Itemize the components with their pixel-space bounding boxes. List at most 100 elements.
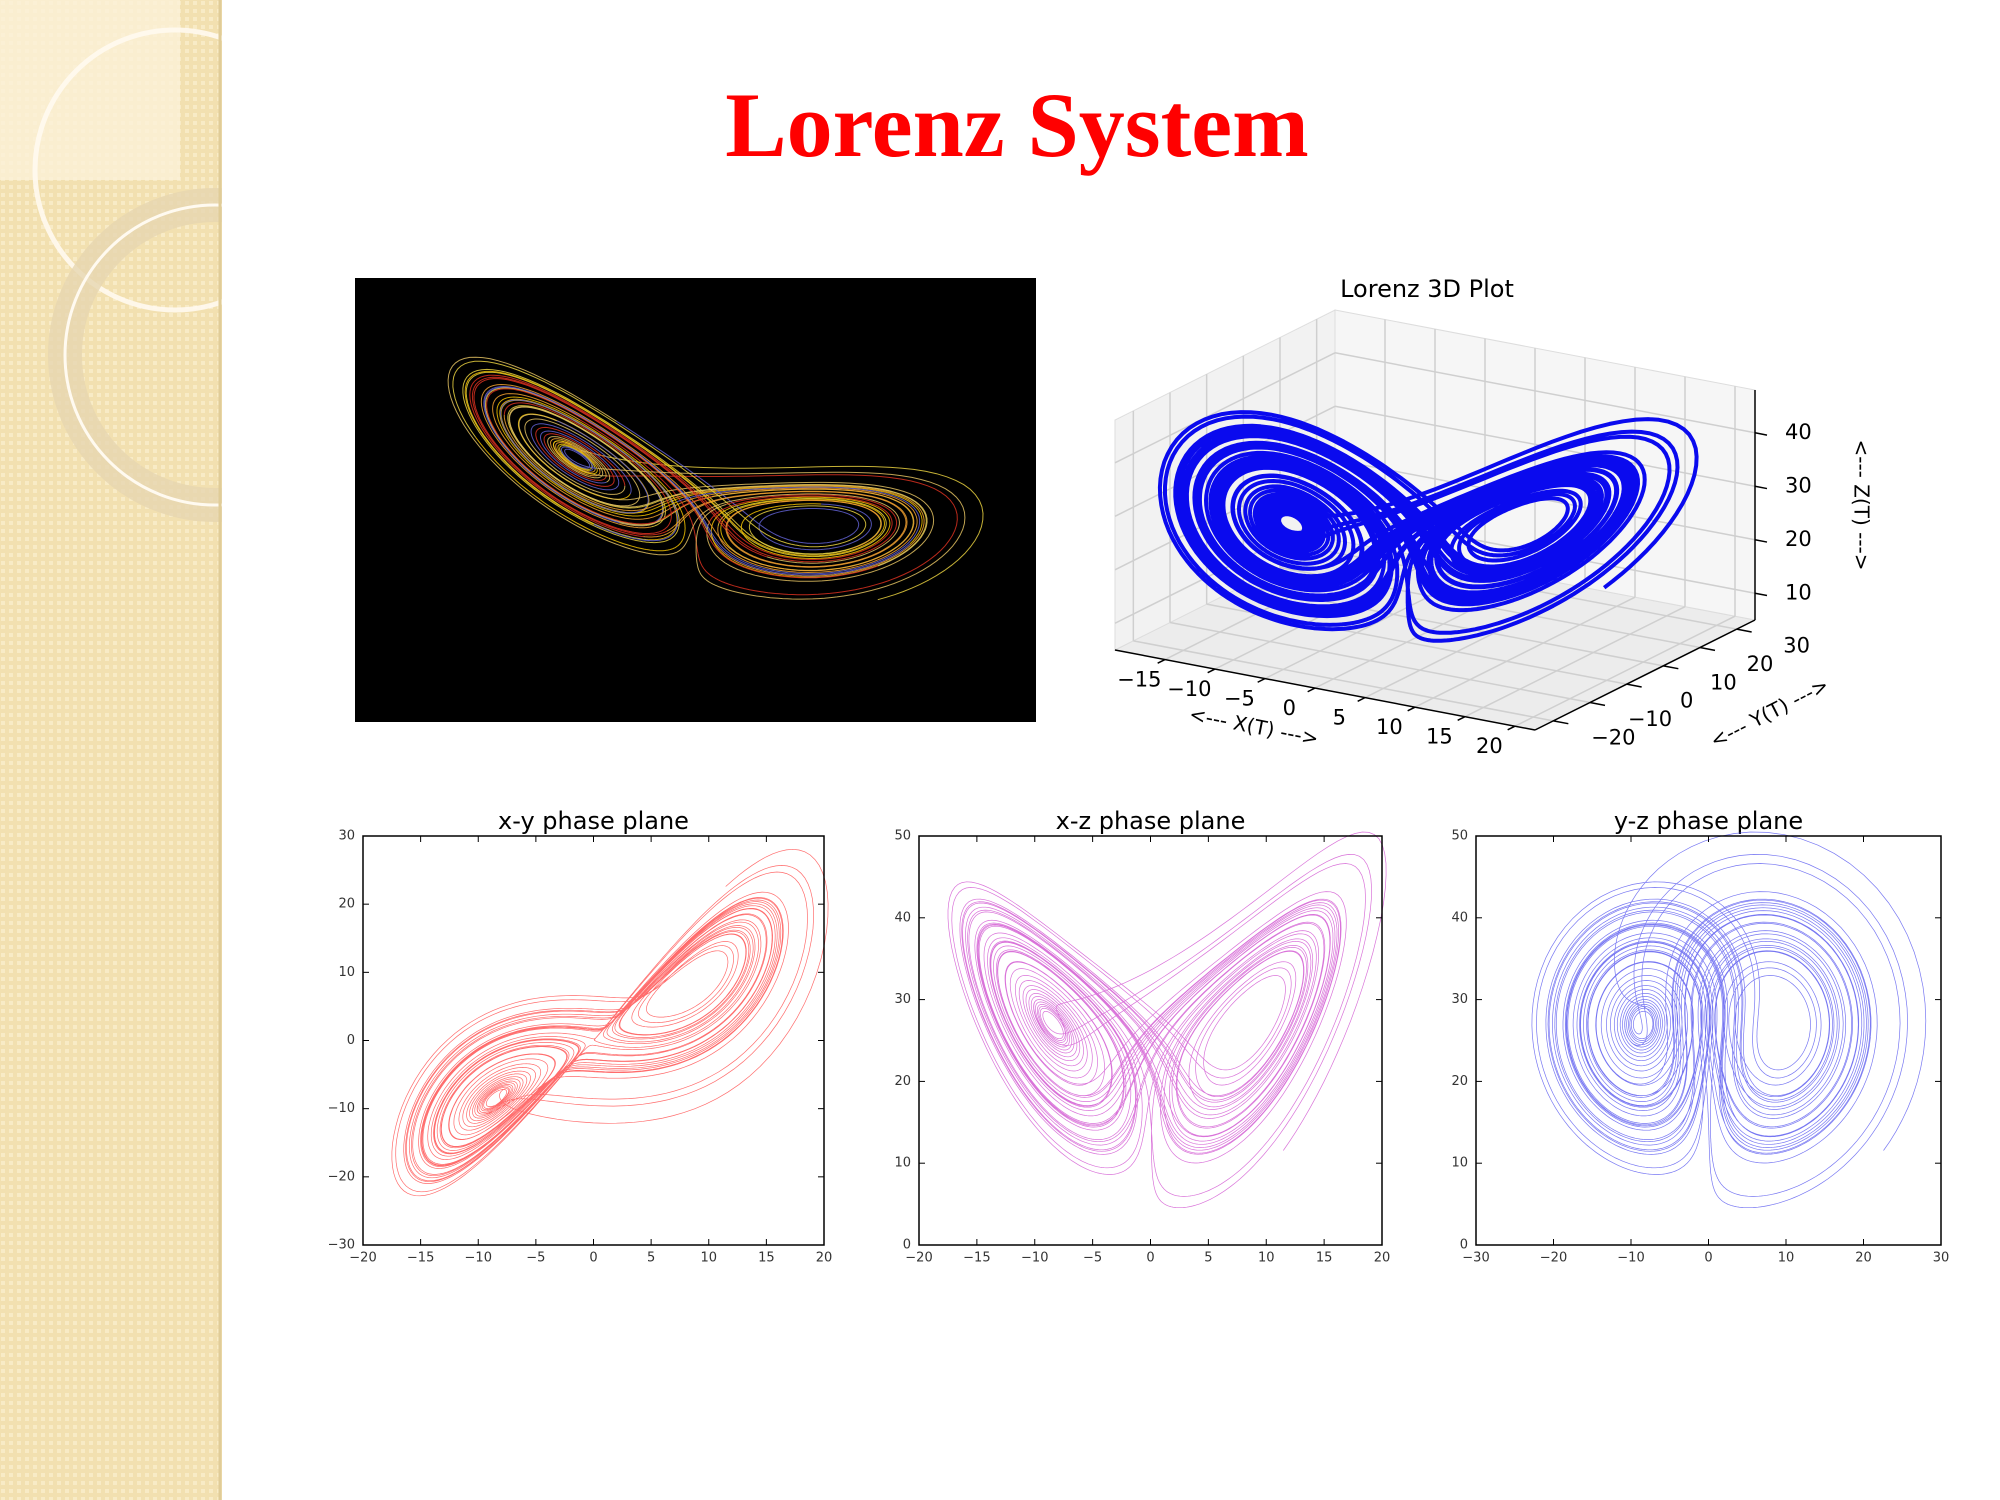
y-tick-label: 10 <box>894 1156 911 1171</box>
grid-line <box>1133 640 1554 722</box>
x-tick-label: 20 <box>1855 1251 1872 1266</box>
x-tick-label: 20 <box>1476 734 1503 758</box>
grid-line <box>1464 605 1686 718</box>
plot-title: Lorenz 3D Plot <box>1340 275 1514 303</box>
tick-mark <box>1457 715 1466 722</box>
phase-trajectory <box>1531 831 1927 1209</box>
x-tick-label: −20 <box>349 1251 376 1266</box>
attractor-curve <box>666 490 908 568</box>
x-tick-label: 5 <box>647 1251 655 1266</box>
tick-mark <box>1357 696 1366 702</box>
x-tick-label: −20 <box>1540 1251 1567 1266</box>
tick-mark <box>1157 658 1166 664</box>
y-tick-label: 0 <box>903 1238 911 1253</box>
attractor-curve <box>471 376 898 563</box>
phase-trajectory <box>391 848 829 1197</box>
x-tick-label: 10 <box>1376 715 1403 739</box>
attractor-curve <box>486 388 879 579</box>
x-tick-label: −15 <box>963 1251 990 1266</box>
plot-title: y-z phase plane <box>1614 807 1803 835</box>
tick-mark <box>1257 677 1266 683</box>
tick-mark <box>1699 646 1716 652</box>
y-tick-label: 40 <box>894 910 911 925</box>
y-tick-label: −30 <box>328 1238 355 1253</box>
x-tick-label: −10 <box>1617 1251 1644 1266</box>
x-tick-label: −10 <box>1021 1251 1048 1266</box>
attractor-curve <box>475 396 686 552</box>
tick-mark <box>1754 592 1768 597</box>
x-tick-label: −20 <box>905 1251 932 1266</box>
tick-mark <box>1626 683 1642 688</box>
x-tick-label: 30 <box>1933 1251 1950 1266</box>
x-tick-label: −10 <box>465 1251 492 1266</box>
axis-line <box>1114 649 1536 731</box>
plot-frame <box>362 835 825 1246</box>
phase-trajectory <box>947 831 1387 1209</box>
attractor-curve <box>464 370 886 557</box>
tick-mark <box>1663 665 1679 670</box>
plot-title: x-y phase plane <box>498 807 689 835</box>
y-tick-label: −10 <box>1628 707 1672 731</box>
y-tick-label: 0 <box>1680 689 1693 713</box>
y-tick-label: 10 <box>1451 1156 1468 1171</box>
z-tick-label: 30 <box>1785 473 1812 497</box>
tick-mark <box>1754 485 1768 490</box>
y-tick-label: 20 <box>894 1074 911 1089</box>
x-tick-label: 10 <box>700 1251 717 1266</box>
grid-line <box>1169 621 1591 704</box>
tick-mark <box>1736 628 1752 633</box>
y-tick-label: 40 <box>1451 910 1468 925</box>
x-tick-label: 5 <box>1333 705 1346 729</box>
y-tick-label: 0 <box>1460 1238 1468 1253</box>
trajectory-3d <box>1157 410 1699 643</box>
x-tick-label: 15 <box>1426 725 1453 749</box>
tick-mark <box>1553 720 1569 725</box>
tick-mark <box>1307 687 1316 693</box>
plot-title: x-z phase plane <box>1056 807 1246 835</box>
attractor-image <box>355 278 1036 722</box>
tick-mark <box>1407 706 1416 712</box>
x-tick-label: 5 <box>1204 1251 1212 1266</box>
tick-mark <box>1754 432 1768 436</box>
attractor-curve <box>579 419 958 596</box>
x-tick-label: 0 <box>1704 1251 1712 1266</box>
z-tick-label: 10 <box>1785 580 1812 604</box>
x-tick-label: −15 <box>407 1251 434 1266</box>
attractor-curve <box>552 440 598 475</box>
y-tick-label: 20 <box>1747 652 1774 676</box>
tick-mark <box>1754 539 1768 543</box>
attractor-curve <box>508 406 928 567</box>
attractor-curve <box>509 406 650 507</box>
y-tick-label: 30 <box>894 992 911 1007</box>
attractor-curve <box>616 420 872 551</box>
attractor-curve <box>473 378 767 558</box>
attractor-curve <box>469 374 893 560</box>
y-tick-label: −20 <box>328 1169 355 1184</box>
y-tick-label: 30 <box>338 829 355 844</box>
x-tick-label: 15 <box>758 1251 775 1266</box>
attractor-curve <box>483 385 921 575</box>
x-tick-label: −5 <box>1224 686 1255 710</box>
y-tick-label: 30 <box>1783 634 1810 658</box>
attractor-curve <box>500 399 679 542</box>
z-tick-label: 40 <box>1785 420 1812 444</box>
x-tick-label: −10 <box>1167 677 1211 701</box>
x-tick-label: 15 <box>1316 1251 1333 1266</box>
x-tick-label: −5 <box>526 1251 545 1266</box>
grid-line <box>1334 352 1756 434</box>
attractor-curve <box>492 393 918 574</box>
attractor-curve <box>452 360 867 555</box>
x-tick-label: 0 <box>1283 696 1296 720</box>
attractor-curve <box>710 496 891 578</box>
attractor-curve <box>518 413 935 582</box>
z-tick-label: 20 <box>1785 527 1812 551</box>
x-tick-label: 0 <box>1146 1251 1154 1266</box>
attractor-curve <box>535 426 626 487</box>
z-axis-label: <--- Z(T) ---> <box>1850 439 1874 570</box>
y-tick-label: 10 <box>338 965 355 980</box>
y-tick-label: 50 <box>894 829 911 844</box>
tick-mark <box>1589 701 1606 707</box>
grid-line <box>1114 352 1336 464</box>
